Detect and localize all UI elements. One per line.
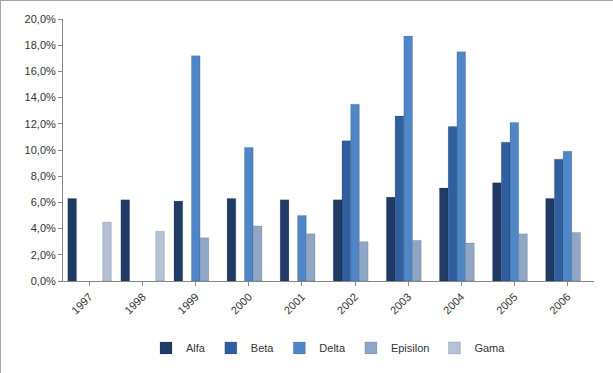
svg-text:10,0%: 10,0%	[25, 144, 56, 156]
svg-text:Beta: Beta	[251, 342, 275, 354]
svg-text:18,0%: 18,0%	[25, 39, 56, 51]
svg-text:1997: 1997	[69, 291, 95, 317]
svg-text:2001: 2001	[281, 291, 307, 317]
svg-text:6,0%: 6,0%	[31, 196, 56, 208]
svg-text:2002: 2002	[335, 291, 361, 317]
svg-text:12,0%: 12,0%	[25, 118, 56, 130]
svg-text:2006: 2006	[547, 291, 573, 317]
svg-text:2005: 2005	[494, 291, 520, 317]
svg-text:4,0%: 4,0%	[31, 222, 56, 234]
svg-text:2003: 2003	[388, 291, 414, 317]
svg-text:Gama: Gama	[474, 342, 505, 354]
svg-text:Delta: Delta	[319, 342, 346, 354]
svg-text:1998: 1998	[122, 291, 148, 317]
svg-text:8,0%: 8,0%	[31, 170, 56, 182]
svg-text:2,0%: 2,0%	[31, 249, 56, 261]
svg-text:2004: 2004	[441, 291, 467, 317]
svg-text:20,0%: 20,0%	[25, 13, 56, 25]
svg-text:1999: 1999	[175, 291, 201, 317]
svg-text:16,0%: 16,0%	[25, 65, 56, 77]
svg-text:Episilon: Episilon	[391, 342, 430, 354]
svg-text:Alfa: Alfa	[186, 342, 206, 354]
svg-text:2000: 2000	[228, 291, 254, 317]
svg-text:14,0%: 14,0%	[25, 91, 56, 103]
svg-text:0,0%: 0,0%	[31, 275, 56, 287]
